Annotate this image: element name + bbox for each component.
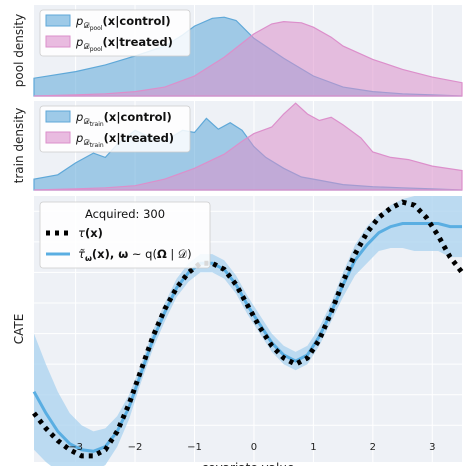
legend-swatch: [45, 131, 71, 144]
legend-entry: p𝒟pool(x|control): [75, 14, 171, 32]
cate-panel: −3 −2 −1 0 1 2 3 CATE covariate value Acquired: 3…: [12, 196, 464, 466]
legend-entry: τ̃ω(x), ω ~ q(Ω | 𝒟): [78, 247, 192, 263]
legend-box: [39, 9, 191, 57]
x-axis-label: covariate value: [202, 461, 295, 466]
legend-entry: p𝒟train(x|control): [75, 110, 172, 128]
pool-density-panel: pool density p𝒟pool(x|control) p𝒟pool(x|tr…: [12, 5, 463, 97]
legend-box: [39, 105, 191, 153]
legend-entry: p𝒟train(x|treated): [75, 131, 174, 149]
x-tick-label: 3: [429, 442, 435, 453]
legend: Acquired: 300 τ(x) τ̃ω(x), ω ~ q(Ω | 𝒟): [39, 201, 211, 269]
x-tick-label: 1: [310, 442, 316, 453]
legend-entry: τ(x): [78, 226, 103, 240]
x-tick-label: 2: [370, 442, 376, 453]
legend-swatch: [45, 110, 71, 123]
treated-density-area: [33, 20, 463, 97]
x-tick-label: −2: [128, 442, 143, 453]
legend-swatch: [45, 14, 71, 27]
legend-entry: p𝒟pool(x|treated): [75, 35, 173, 53]
train-density-panel: train density p𝒟train(x|control)p𝒟train(x…: [12, 101, 463, 191]
y-axis-label: pool density: [12, 14, 26, 87]
y-axis-label: train density: [12, 108, 26, 184]
x-tick-label: −1: [187, 442, 202, 453]
y-axis-label: CATE: [12, 314, 26, 345]
treated-density-area: [33, 102, 463, 191]
legend-box: [39, 201, 211, 269]
legend-swatch: [45, 35, 71, 48]
x-tick-label: 0: [251, 442, 257, 453]
legend: p𝒟train(x|control) p𝒟train(x|treated): [39, 105, 191, 153]
legend-title: Acquired: 300: [85, 207, 165, 221]
legend: p𝒟pool(x|control) p𝒟pool(x|treated): [39, 9, 191, 57]
true-cate-line: [32, 199, 464, 459]
x-tick-label: −3: [68, 442, 83, 453]
